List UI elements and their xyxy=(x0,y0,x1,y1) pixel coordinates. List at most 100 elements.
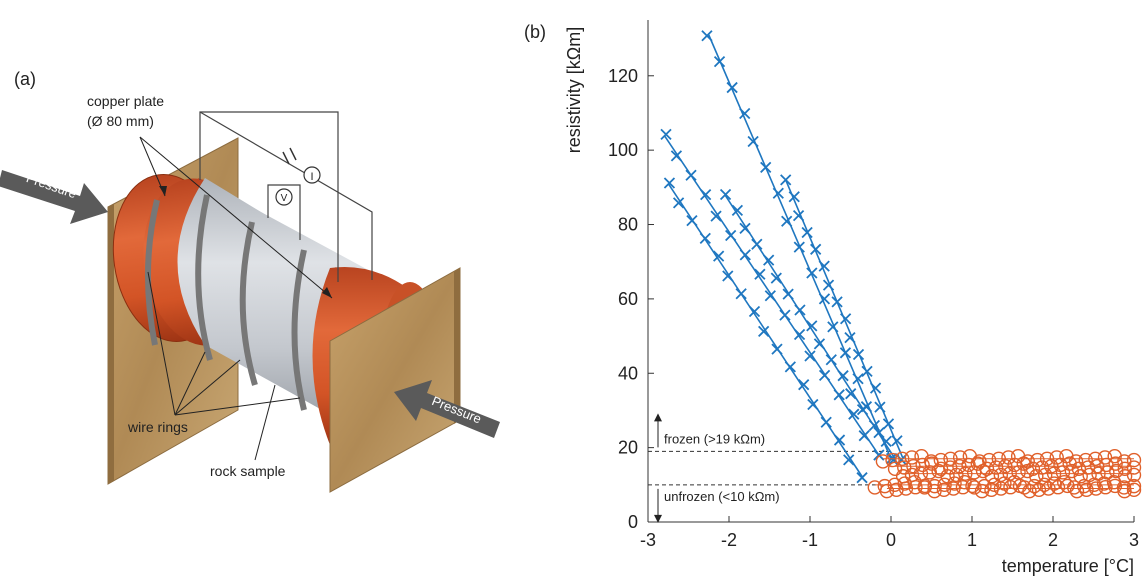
unfrozen-point xyxy=(1117,469,1133,484)
unfrozen-point xyxy=(1064,463,1080,479)
frozen-point xyxy=(793,328,806,341)
unfrozen-point xyxy=(1027,478,1042,494)
frozen-point xyxy=(818,260,830,272)
frozen-point xyxy=(713,250,725,262)
voltage-wire xyxy=(267,184,301,240)
frozen-point xyxy=(771,343,783,355)
frozen-point xyxy=(735,288,747,300)
unfrozen-point xyxy=(898,481,914,496)
unfrozen-point xyxy=(1088,451,1103,466)
frozen-point xyxy=(804,350,816,362)
frozen-point xyxy=(869,382,882,394)
frozen-point xyxy=(839,313,852,325)
frozen-point xyxy=(880,435,892,448)
outer-wire xyxy=(199,111,339,282)
wire-ring-4 xyxy=(291,249,307,411)
frozen-point xyxy=(670,150,683,162)
left-platen-edge xyxy=(108,204,114,484)
frozen-point xyxy=(663,177,676,189)
y-axis-label: resistivity [kΩm] xyxy=(564,27,584,153)
x-tick-label: 0 xyxy=(886,530,896,550)
wire-rings-label: wire rings xyxy=(127,419,188,435)
frozen-arrow-head xyxy=(654,413,662,422)
unfrozen-point xyxy=(1038,467,1053,483)
frozen-point xyxy=(772,187,784,199)
frozen-point xyxy=(818,369,831,382)
unfrozen-point xyxy=(1022,483,1037,499)
unfrozen-point xyxy=(895,451,910,466)
x-tick-label: 1 xyxy=(967,530,977,550)
frozen-point xyxy=(758,325,770,338)
unfrozen-point xyxy=(966,465,982,480)
y-tick-label: 100 xyxy=(608,140,638,160)
unfrozen-point xyxy=(952,450,968,465)
unfrozen-point xyxy=(908,480,923,495)
frozen-point xyxy=(760,161,772,173)
unfrozen-point xyxy=(927,478,942,494)
unfrozen-point xyxy=(1050,480,1066,495)
unfrozen-point xyxy=(931,463,946,479)
unfrozen-point xyxy=(1003,480,1018,495)
unfrozen-point xyxy=(1011,465,1026,480)
unfrozen-point xyxy=(1071,461,1087,477)
unfrozen-point xyxy=(927,483,942,499)
wire-ring-3 xyxy=(239,221,258,386)
unfrozen-point xyxy=(879,483,895,499)
frozen-point xyxy=(818,293,831,305)
voltmeter-symbol: V xyxy=(281,193,288,204)
frozen-point xyxy=(820,416,832,428)
unfrozen-point xyxy=(1055,465,1071,480)
unfrozen-point xyxy=(1031,482,1047,498)
frozen-point xyxy=(700,188,712,201)
unfrozen-point xyxy=(947,476,962,491)
unfrozen-point xyxy=(984,482,999,498)
voltmeter-icon: V xyxy=(275,188,293,206)
unfrozen-point xyxy=(1068,454,1084,469)
unfrozen-point xyxy=(1117,483,1132,499)
unfrozen-point xyxy=(955,480,971,495)
frozen-point xyxy=(672,197,685,209)
panel-b-label: (b) xyxy=(524,22,546,42)
frozen-point xyxy=(798,379,810,391)
unfrozen-point xyxy=(946,481,961,496)
frozen-point xyxy=(739,222,751,235)
x-tick-label: -3 xyxy=(640,530,656,550)
frozen-point xyxy=(831,296,843,308)
unfrozen-point xyxy=(889,482,904,498)
frozen-point xyxy=(794,304,806,316)
frozen-point xyxy=(801,226,813,239)
unfrozen-label: unfrozen (<10 kΩm) xyxy=(664,489,780,504)
frozen-point xyxy=(751,238,763,250)
frozen-point xyxy=(780,174,792,186)
pressure-arrow-left: Pressure xyxy=(0,170,108,224)
frozen-point xyxy=(868,419,881,432)
frozen-point xyxy=(739,249,751,261)
unfrozen-point xyxy=(993,481,1009,496)
unfrozen-point xyxy=(1098,480,1113,495)
frozen-point xyxy=(763,254,775,266)
y-tick-label: 0 xyxy=(628,512,638,532)
frozen-point xyxy=(833,389,845,401)
x-tick-label: 3 xyxy=(1129,530,1139,550)
unfrozen-point xyxy=(975,463,991,479)
unfrozen-point xyxy=(1126,467,1142,483)
frozen-point xyxy=(833,434,846,446)
frozen-point xyxy=(891,435,903,447)
panel-a-label: (a) xyxy=(14,69,36,89)
unfrozen-point xyxy=(1069,483,1085,499)
unfrozen-point xyxy=(1039,451,1055,466)
unfrozen-point xyxy=(1109,463,1124,479)
frozen-point xyxy=(739,107,751,120)
wire-ring-left-1 xyxy=(144,199,160,346)
copper-plate-size: (Ø 80 mm) xyxy=(87,113,154,129)
unfrozen-point xyxy=(1073,469,1088,484)
unfrozen-point xyxy=(915,457,930,473)
unfrozen-point xyxy=(1020,463,1035,479)
wire-ring-2 xyxy=(195,194,213,361)
frozen-point xyxy=(861,365,873,377)
panel-b: (b) -3 -2 -1 0 1 2 3 0 20 40 60 80 100 120 temperature… xyxy=(524,20,1142,576)
x-tick-label: -1 xyxy=(802,530,818,550)
y-tick-label: 20 xyxy=(618,438,638,458)
x-tick-label: 2 xyxy=(1048,530,1058,550)
